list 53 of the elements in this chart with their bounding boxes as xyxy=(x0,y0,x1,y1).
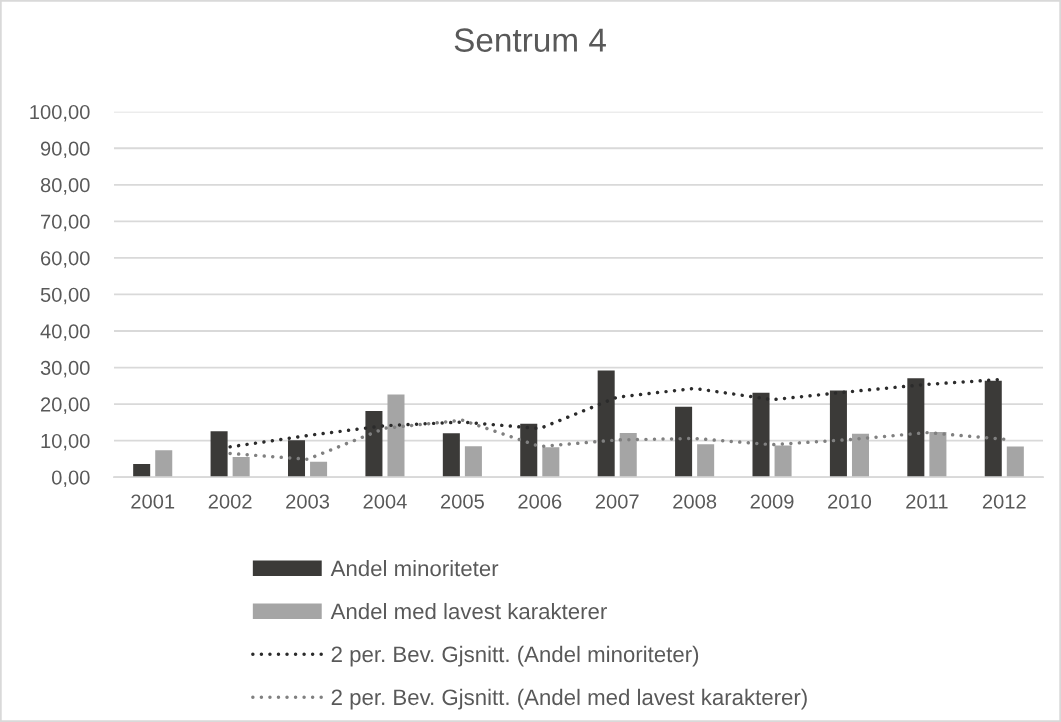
x-tick-label: 2008 xyxy=(673,494,717,509)
x-tick-label: 2001 xyxy=(131,494,175,509)
bar xyxy=(155,450,173,478)
legend-label: 2 per. Bev. Gjsnitt. (Andel med lavest karakterer) xyxy=(331,688,807,710)
x-tick-label: 2009 xyxy=(750,494,794,509)
bar xyxy=(697,444,715,478)
bar xyxy=(829,390,847,478)
bar xyxy=(365,411,383,478)
x-tick-label: 2003 xyxy=(286,494,330,509)
bar xyxy=(542,447,560,478)
bar xyxy=(310,461,328,478)
x-tick-label: 2004 xyxy=(363,494,407,509)
bar xyxy=(1006,446,1024,478)
bar xyxy=(851,433,870,478)
x-tick-label: 2010 xyxy=(828,494,872,509)
line-series xyxy=(228,418,1007,462)
x-tick-label: 2005 xyxy=(440,494,484,509)
bar xyxy=(597,370,615,478)
y-tick-label: 100,00 xyxy=(30,104,90,122)
bar xyxy=(752,392,770,478)
bar xyxy=(464,446,482,478)
x-tick-label: 2002 xyxy=(208,494,252,509)
legend-label: 2 per. Bev. Gjsnitt. (Andel minoriteter) xyxy=(331,645,699,667)
y-tick-label: 90,00 xyxy=(40,141,90,159)
bar xyxy=(287,440,306,478)
x-tick-label: 2006 xyxy=(518,494,562,509)
bar xyxy=(907,378,925,478)
y-tick-label: 0,00 xyxy=(51,470,90,488)
y-tick-label: 70,00 xyxy=(41,214,90,232)
bar xyxy=(984,380,1002,478)
bar xyxy=(520,423,538,478)
x-tick-label: 2007 xyxy=(595,494,639,509)
chart-title: Sentrum 4 xyxy=(454,28,606,52)
legend-label: Andel minoriteter xyxy=(330,560,499,577)
x-tick-label: 2011 xyxy=(906,494,948,509)
bar xyxy=(232,457,250,478)
bar xyxy=(387,394,405,478)
x-tick-label: 2012 xyxy=(982,494,1026,509)
y-tick-label: 30,00 xyxy=(40,360,90,378)
bar xyxy=(774,445,792,478)
legend-label: Andel med lavest karakterer xyxy=(330,602,607,620)
y-tick-label: 80,00 xyxy=(40,178,90,195)
y-tick-label: 10,00 xyxy=(41,433,90,451)
y-tick-label: 20,00 xyxy=(41,397,90,414)
bar xyxy=(133,464,151,478)
bar xyxy=(675,406,693,478)
y-tick-label: 40,00 xyxy=(40,324,90,341)
bar xyxy=(442,433,460,478)
bar xyxy=(619,432,637,478)
bar xyxy=(210,431,228,478)
y-tick-label: 50,00 xyxy=(40,287,90,305)
y-tick-label: 60,00 xyxy=(41,251,90,268)
bar xyxy=(929,431,947,478)
